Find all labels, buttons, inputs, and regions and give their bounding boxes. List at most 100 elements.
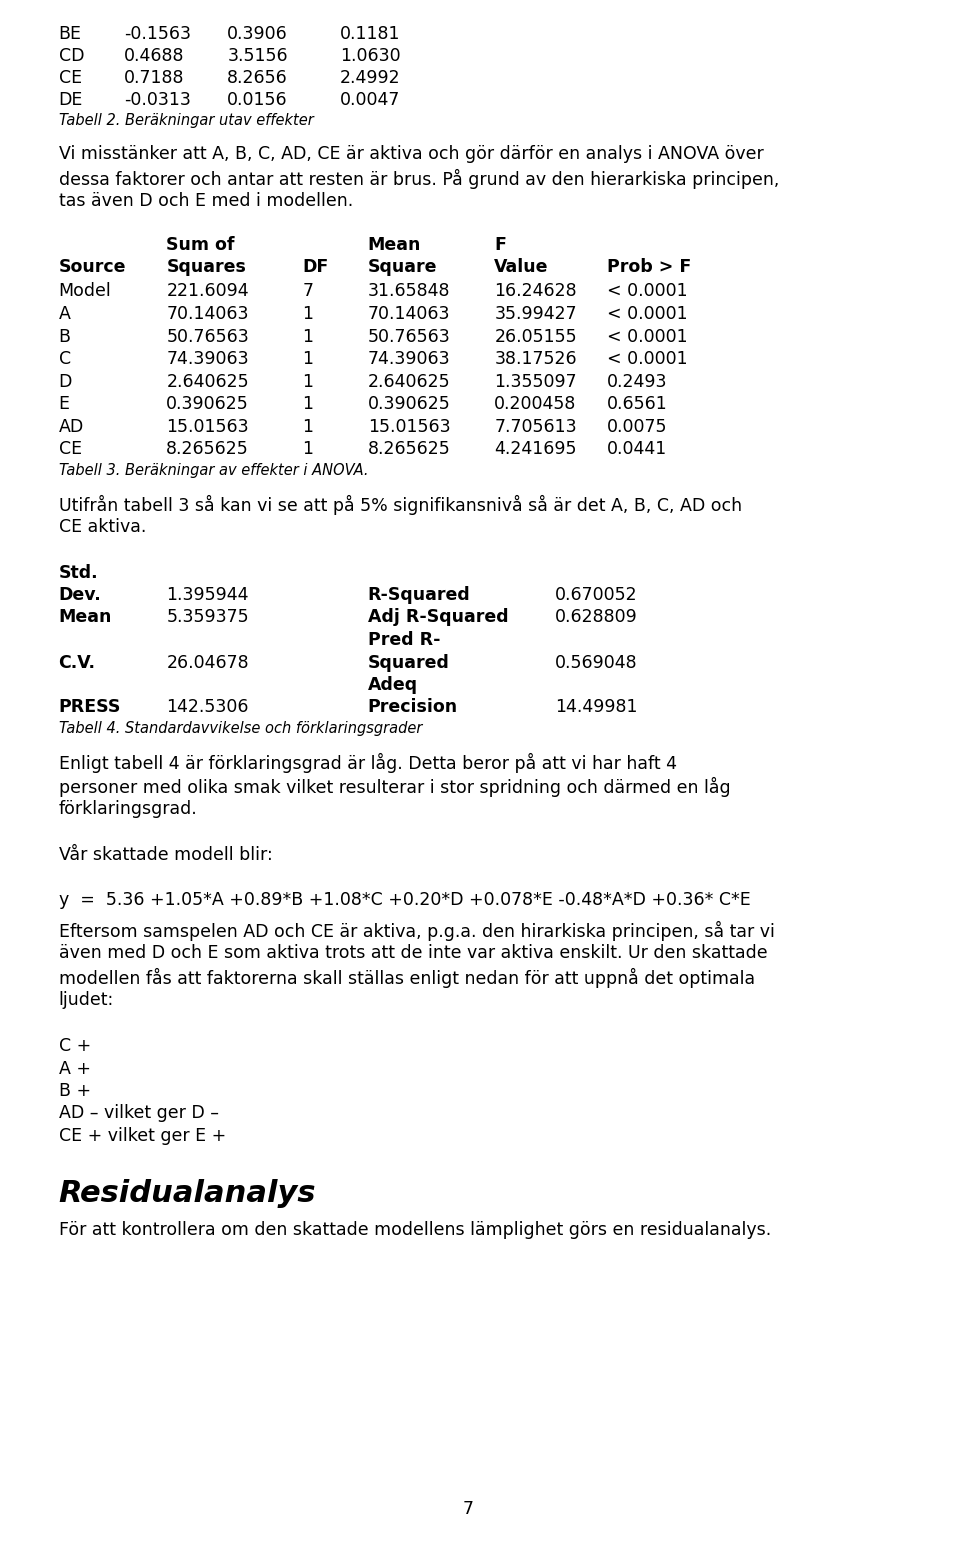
Text: A: A bbox=[59, 306, 70, 322]
Text: 1.0630: 1.0630 bbox=[340, 46, 400, 65]
Text: y  =  5.36 +1.05*A +0.89*B +1.08*C +0.20*D +0.078*E -0.48*A*D +0.36* C*E: y = 5.36 +1.05*A +0.89*B +1.08*C +0.20*D… bbox=[59, 890, 751, 909]
Text: 4.241695: 4.241695 bbox=[494, 440, 577, 458]
Text: CE: CE bbox=[59, 440, 82, 458]
Text: Vår skattade modell blir:: Vår skattade modell blir: bbox=[59, 846, 273, 864]
Text: Vi misstänker att A, B, C, AD, CE är aktiva och gör därför en analys i ANOVA öve: Vi misstänker att A, B, C, AD, CE är akt… bbox=[59, 145, 763, 164]
Text: 0.390625: 0.390625 bbox=[368, 395, 450, 414]
Text: Eftersom samspelen AD och CE är aktiva, p.g.a. den hirarkiska principen, så tar : Eftersom samspelen AD och CE är aktiva, … bbox=[59, 921, 775, 941]
Text: personer med olika smak vilket resulterar i stor spridning och därmed en låg: personer med olika smak vilket resultera… bbox=[59, 776, 731, 796]
Text: 1.355097: 1.355097 bbox=[494, 372, 577, 390]
Text: -0.0313: -0.0313 bbox=[124, 91, 191, 110]
Text: 5.359375: 5.359375 bbox=[166, 608, 249, 626]
Text: 1: 1 bbox=[302, 306, 313, 322]
Text: Model: Model bbox=[59, 282, 111, 301]
Text: 3.5156: 3.5156 bbox=[228, 46, 288, 65]
Text: CD: CD bbox=[59, 46, 84, 65]
Text: 1.395944: 1.395944 bbox=[166, 586, 249, 603]
Text: < 0.0001: < 0.0001 bbox=[607, 306, 687, 322]
Text: 2.640625: 2.640625 bbox=[368, 372, 450, 390]
Text: 70.14063: 70.14063 bbox=[166, 306, 249, 322]
Text: < 0.0001: < 0.0001 bbox=[607, 327, 687, 346]
Text: 0.390625: 0.390625 bbox=[166, 395, 249, 414]
Text: 1: 1 bbox=[302, 395, 313, 414]
Text: 221.6094: 221.6094 bbox=[166, 282, 249, 301]
Text: 8.265625: 8.265625 bbox=[166, 440, 249, 458]
Text: CE: CE bbox=[59, 69, 82, 86]
Text: 2.640625: 2.640625 bbox=[166, 372, 249, 390]
Text: AD: AD bbox=[59, 418, 84, 435]
Text: Squared: Squared bbox=[368, 654, 449, 671]
Text: 38.17526: 38.17526 bbox=[494, 350, 577, 367]
Text: 0.4688: 0.4688 bbox=[124, 46, 184, 65]
Text: Precision: Precision bbox=[368, 699, 458, 716]
Text: 0.670052: 0.670052 bbox=[555, 586, 637, 603]
Text: C.V.: C.V. bbox=[59, 654, 96, 671]
Text: F: F bbox=[494, 236, 506, 253]
Text: 35.99427: 35.99427 bbox=[494, 306, 577, 322]
Text: 1: 1 bbox=[302, 418, 313, 435]
Text: 0.7188: 0.7188 bbox=[124, 69, 184, 86]
Text: 0.0075: 0.0075 bbox=[607, 418, 667, 435]
Text: 0.0156: 0.0156 bbox=[228, 91, 288, 110]
Text: Mean: Mean bbox=[368, 236, 421, 253]
Text: 31.65848: 31.65848 bbox=[368, 282, 450, 301]
Text: 0.3906: 0.3906 bbox=[228, 25, 288, 43]
Text: Mean: Mean bbox=[59, 608, 112, 626]
Text: < 0.0001: < 0.0001 bbox=[607, 282, 687, 301]
Text: 1: 1 bbox=[302, 372, 313, 390]
Text: C +: C + bbox=[59, 1037, 91, 1055]
Text: förklaringsgrad.: förklaringsgrad. bbox=[59, 799, 198, 818]
Text: DE: DE bbox=[59, 91, 83, 110]
Text: PRESS: PRESS bbox=[59, 699, 121, 716]
Text: -0.1563: -0.1563 bbox=[124, 25, 191, 43]
Text: < 0.0001: < 0.0001 bbox=[607, 350, 687, 367]
Text: 50.76563: 50.76563 bbox=[368, 327, 450, 346]
Text: 7: 7 bbox=[302, 282, 313, 301]
Text: tas även D och E med i modellen.: tas även D och E med i modellen. bbox=[59, 191, 353, 210]
Text: Adj R-Squared: Adj R-Squared bbox=[368, 608, 509, 626]
Text: E: E bbox=[59, 395, 69, 414]
Text: För att kontrollera om den skattade modellens lämplighet görs en residualanalys.: För att kontrollera om den skattade mode… bbox=[59, 1222, 771, 1239]
Text: Tabell 4. Standardavvikelse och förklaringsgrader: Tabell 4. Standardavvikelse och förklari… bbox=[59, 721, 422, 736]
Text: Residualanalys: Residualanalys bbox=[59, 1179, 316, 1208]
Text: Square: Square bbox=[368, 258, 438, 276]
Text: Pred R-: Pred R- bbox=[368, 631, 441, 650]
Text: 0.1181: 0.1181 bbox=[340, 25, 400, 43]
Text: Dev.: Dev. bbox=[59, 586, 102, 603]
Text: Prob > F: Prob > F bbox=[607, 258, 691, 276]
Text: 50.76563: 50.76563 bbox=[166, 327, 249, 346]
Text: Tabell 3. Beräkningar av effekter i ANOVA.: Tabell 3. Beräkningar av effekter i ANOV… bbox=[59, 463, 368, 477]
Text: Squares: Squares bbox=[166, 258, 246, 276]
Text: 0.2493: 0.2493 bbox=[607, 372, 667, 390]
Text: R-Squared: R-Squared bbox=[368, 586, 470, 603]
Text: 142.5306: 142.5306 bbox=[166, 699, 249, 716]
Text: Sum of: Sum of bbox=[166, 236, 235, 253]
Text: 1: 1 bbox=[302, 327, 313, 346]
Text: B: B bbox=[59, 327, 71, 346]
Text: CE + vilket ger E +: CE + vilket ger E + bbox=[59, 1126, 226, 1145]
Text: DF: DF bbox=[302, 258, 328, 276]
Text: B +: B + bbox=[59, 1082, 90, 1100]
Text: Utifrån tabell 3 så kan vi se att på 5% signifikansnivå så är det A, B, C, AD oc: Utifrån tabell 3 så kan vi se att på 5% … bbox=[59, 494, 742, 514]
Text: A +: A + bbox=[59, 1060, 90, 1077]
Text: 15.01563: 15.01563 bbox=[166, 418, 249, 435]
Text: 1: 1 bbox=[302, 350, 313, 367]
Text: 0.569048: 0.569048 bbox=[555, 654, 637, 671]
Text: 74.39063: 74.39063 bbox=[166, 350, 249, 367]
Text: 7.705613: 7.705613 bbox=[494, 418, 577, 435]
Text: 8.265625: 8.265625 bbox=[368, 440, 450, 458]
Text: ljudet:: ljudet: bbox=[59, 992, 114, 1009]
Text: även med D och E som aktiva trots att de inte var aktiva enskilt. Ur den skattad: även med D och E som aktiva trots att de… bbox=[59, 944, 767, 963]
Text: modellen fås att faktorerna skall ställas enligt nedan för att uppnå det optimal: modellen fås att faktorerna skall ställa… bbox=[59, 967, 755, 988]
Text: 7: 7 bbox=[463, 1500, 474, 1518]
Text: 1: 1 bbox=[302, 440, 313, 458]
Text: Tabell 2. Beräkningar utav effekter: Tabell 2. Beräkningar utav effekter bbox=[59, 113, 313, 128]
Text: D: D bbox=[59, 372, 72, 390]
Text: dessa faktorer och antar att resten är brus. På grund av den hierarkiska princip: dessa faktorer och antar att resten är b… bbox=[59, 168, 779, 188]
Text: Value: Value bbox=[494, 258, 549, 276]
Text: 0.628809: 0.628809 bbox=[555, 608, 638, 626]
Text: C: C bbox=[59, 350, 71, 367]
Text: 0.200458: 0.200458 bbox=[494, 395, 577, 414]
Text: 15.01563: 15.01563 bbox=[368, 418, 450, 435]
Text: 74.39063: 74.39063 bbox=[368, 350, 450, 367]
